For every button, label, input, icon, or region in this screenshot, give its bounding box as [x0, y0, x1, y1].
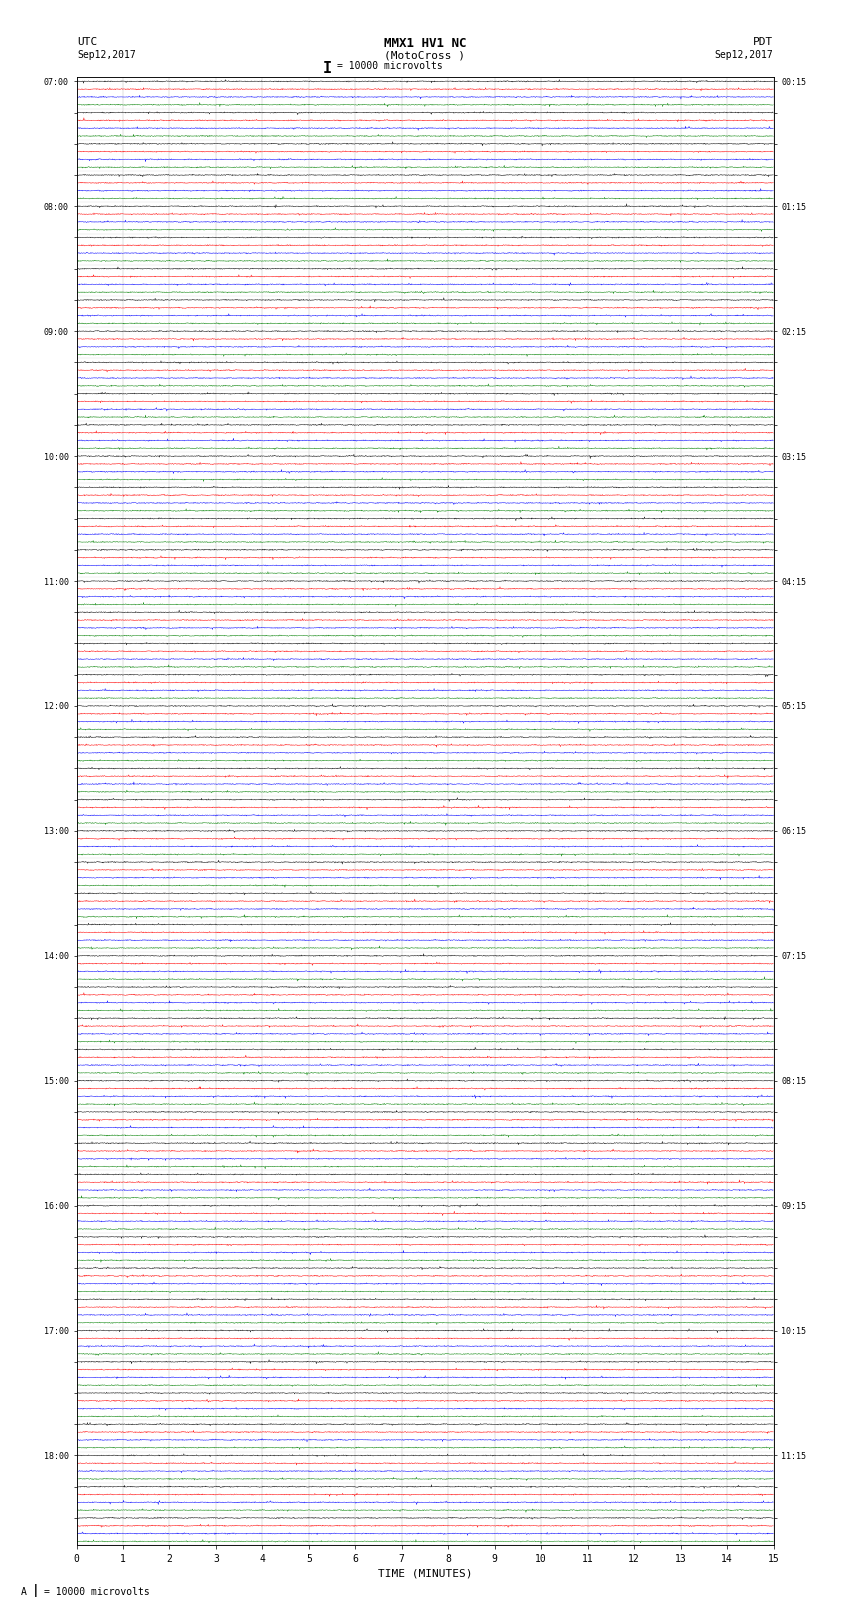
Text: A: A: [21, 1587, 27, 1597]
Text: (MotoCross ): (MotoCross ): [384, 50, 466, 60]
Text: = 10000 microvolts: = 10000 microvolts: [337, 61, 443, 71]
Text: UTC: UTC: [77, 37, 98, 47]
X-axis label: TIME (MINUTES): TIME (MINUTES): [377, 1568, 473, 1579]
Text: PDT: PDT: [752, 37, 773, 47]
Text: Sep12,2017: Sep12,2017: [77, 50, 136, 60]
Text: |: |: [32, 1584, 40, 1597]
Text: MMX1 HV1 NC: MMX1 HV1 NC: [383, 37, 467, 50]
Text: I: I: [323, 61, 332, 76]
Text: Sep12,2017: Sep12,2017: [714, 50, 773, 60]
Text: = 10000 microvolts: = 10000 microvolts: [44, 1587, 150, 1597]
